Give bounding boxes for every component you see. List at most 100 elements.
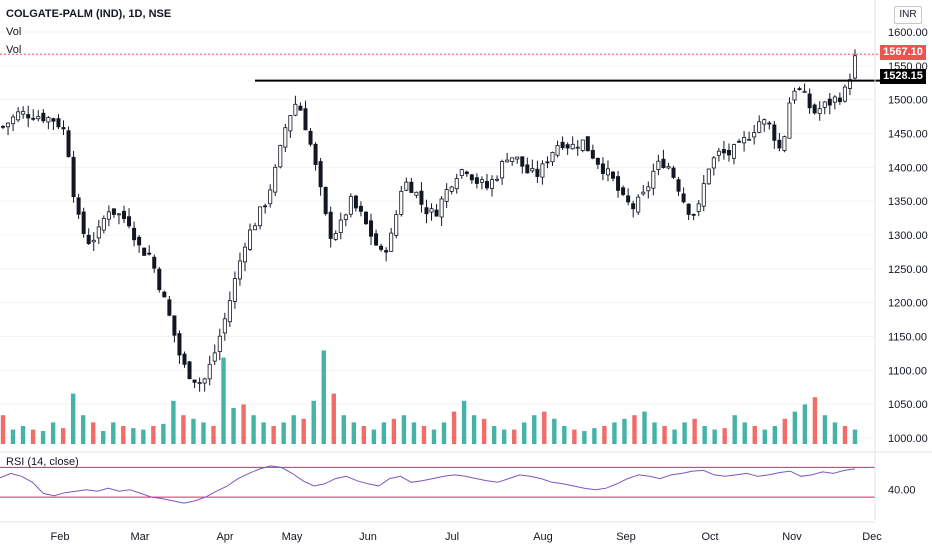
price-tick-label: 1350.00 — [888, 196, 928, 208]
volume-bar — [622, 418, 627, 444]
candle-body — [116, 213, 121, 216]
candle-body — [479, 179, 484, 183]
volume-bar — [522, 422, 527, 444]
candle-body — [192, 379, 197, 383]
volume-bar — [291, 415, 296, 444]
candle-body — [167, 299, 172, 316]
candle-body — [6, 122, 11, 128]
candle-body — [600, 163, 605, 174]
candle-body — [41, 112, 46, 122]
volume-bar — [50, 422, 56, 444]
candle-body — [762, 119, 767, 125]
candle-body — [520, 156, 525, 167]
candle-body — [11, 116, 16, 125]
volume-bar — [10, 429, 16, 444]
time-tick-label: Nov — [782, 531, 802, 543]
candle-body — [490, 179, 495, 189]
volume-bar — [321, 350, 326, 444]
volume-bar — [712, 429, 717, 444]
volume-bar — [271, 426, 276, 444]
volume-bar — [70, 393, 76, 444]
volume-bar — [301, 418, 306, 444]
candle-body — [96, 226, 101, 239]
candle-body — [16, 111, 21, 121]
volume-bar — [562, 426, 567, 444]
volume-bar — [762, 429, 767, 444]
candle-body — [242, 246, 247, 263]
candle-body — [787, 102, 792, 139]
candle-body — [444, 189, 449, 202]
volume-bar — [431, 429, 437, 444]
candle-body — [500, 161, 505, 179]
candle-body — [182, 353, 187, 365]
volume-bar — [211, 426, 216, 444]
candle-body — [253, 225, 258, 231]
volume-bars — [0, 350, 858, 444]
currency-badge[interactable]: INR — [894, 6, 922, 24]
volume-bar — [80, 415, 86, 444]
volume-bar — [722, 428, 727, 444]
rsi-tick-label: 40.00 — [888, 485, 916, 497]
time-tick-label: Aug — [533, 531, 553, 543]
candle-body — [434, 209, 439, 217]
candle-body — [409, 181, 414, 193]
volume-legend-2[interactable]: Vol — [6, 44, 22, 56]
candle-body — [374, 233, 379, 246]
volume-bar — [772, 426, 778, 444]
volume-bar — [672, 429, 677, 444]
candle-body — [348, 196, 353, 215]
candle-body — [656, 160, 661, 170]
candle-body — [757, 121, 762, 133]
volume-bar — [30, 429, 36, 444]
candle-body — [570, 143, 575, 150]
candle-body — [545, 161, 550, 164]
candle-body — [46, 117, 51, 123]
volume-bar — [161, 423, 166, 444]
rsi-legend[interactable]: RSI (14, close) — [6, 456, 79, 468]
candle-body — [797, 88, 802, 91]
candle-body — [726, 149, 731, 156]
candle-body — [111, 208, 116, 215]
candle-body — [101, 218, 106, 231]
price-tick-label: 1250.00 — [888, 264, 928, 276]
candle-body — [293, 103, 298, 116]
symbol-title[interactable]: COLGATE-PALM (IND), 1D, NSE — [6, 8, 172, 20]
candle-body — [495, 178, 500, 181]
candle-body — [706, 168, 711, 185]
candle-body — [590, 150, 595, 159]
candle-body — [142, 247, 147, 256]
candle-body — [414, 191, 419, 196]
candle-body — [792, 90, 797, 101]
time-tick-label: Oct — [701, 531, 718, 543]
candle-body — [661, 158, 666, 168]
candle-body — [222, 318, 227, 334]
candle-body — [626, 195, 631, 203]
price-tick-label: 1400.00 — [888, 162, 928, 174]
candle-body — [91, 239, 96, 243]
volume-bar — [421, 426, 427, 444]
candle-body — [66, 130, 71, 158]
candle-body — [752, 132, 757, 138]
candle-body — [767, 122, 772, 125]
candle-body — [671, 167, 676, 178]
candle-body — [621, 187, 626, 195]
candle-body — [283, 127, 288, 148]
candle-body — [853, 55, 858, 79]
price-tick-label: 1000.00 — [888, 433, 928, 445]
candle-body — [565, 144, 570, 149]
volume-bar — [151, 426, 156, 444]
volume-bar — [361, 426, 367, 444]
volume-bar — [732, 415, 737, 444]
candle-body — [258, 206, 263, 227]
volume-bar — [181, 415, 186, 444]
candle-body — [227, 300, 232, 323]
volume-bar — [461, 400, 467, 444]
volume-bar — [582, 431, 587, 444]
price-tick-label: 1050.00 — [888, 399, 928, 411]
candle-body — [812, 104, 817, 114]
candle-body — [696, 203, 701, 212]
candle-body — [298, 105, 303, 111]
candle-body — [681, 193, 686, 203]
volume-legend-1[interactable]: Vol — [6, 26, 22, 38]
candle-body — [328, 211, 333, 239]
